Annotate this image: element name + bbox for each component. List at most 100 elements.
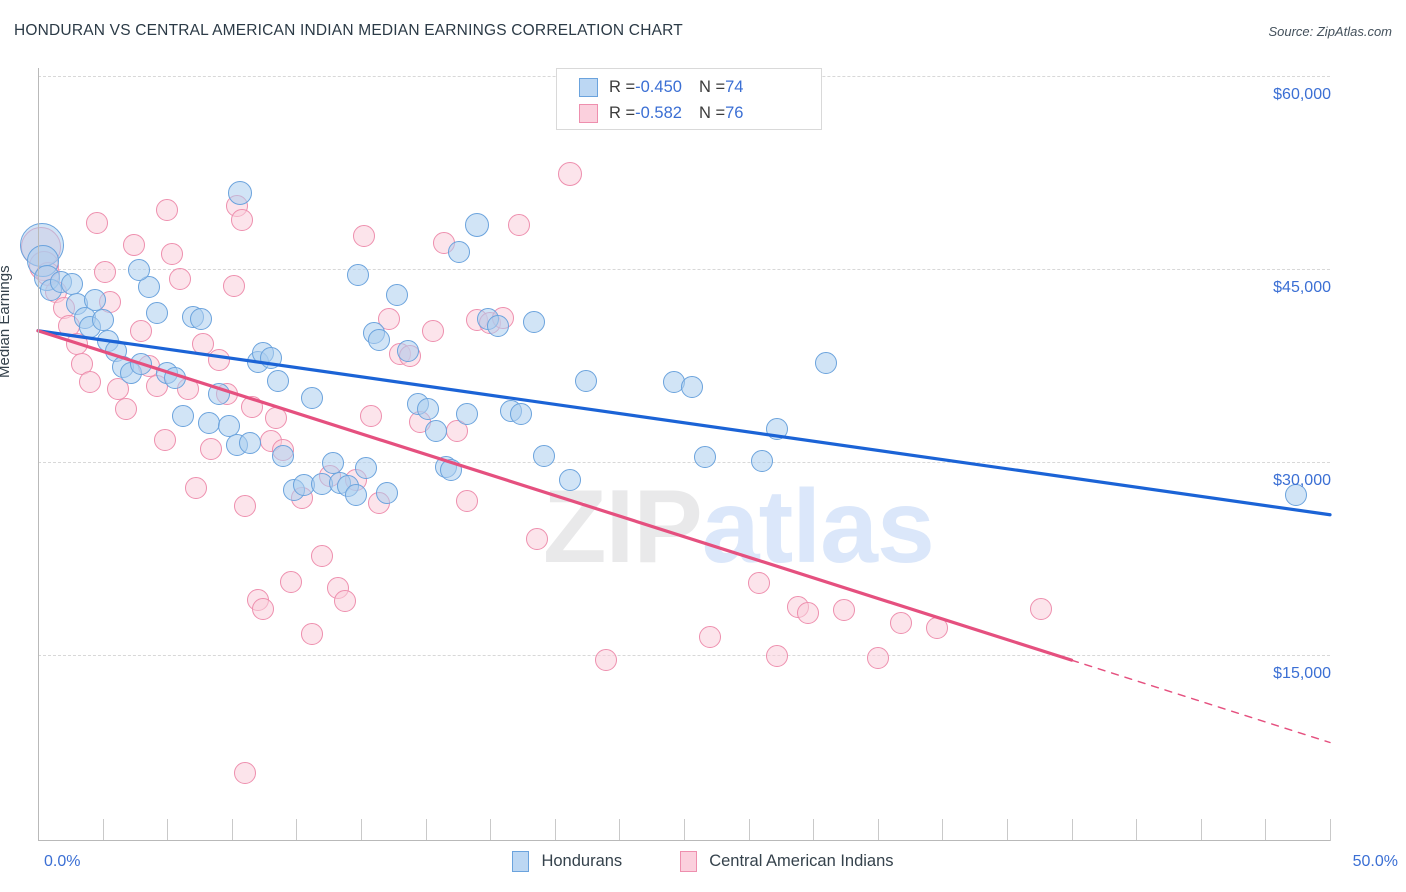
scatter-point <box>267 369 290 392</box>
y-axis-line <box>38 68 39 841</box>
legend-label-hondurans: Hondurans <box>541 852 623 870</box>
scatter-point <box>171 404 194 427</box>
x-tick-12.5 <box>361 819 362 841</box>
scatter-point <box>558 161 583 186</box>
trend-lines-group <box>36 329 1332 744</box>
x-tick-30 <box>813 819 815 841</box>
scatter-point <box>750 449 773 472</box>
x-tick-25 <box>684 819 685 841</box>
legend-item-hondurans[interactable]: Hondurans <box>512 851 622 872</box>
scatter-point <box>698 625 721 648</box>
x-tick-17.5 <box>490 819 492 841</box>
scatter-point <box>386 283 409 306</box>
x-tick-5 <box>167 819 169 841</box>
trend-line-central-american-indians-extrapolated <box>1070 659 1331 744</box>
scatter-point <box>360 404 383 427</box>
scatter-point <box>94 260 117 283</box>
scatter-point <box>145 301 168 324</box>
x-tick-15 <box>425 819 427 841</box>
scatter-point <box>417 398 440 421</box>
y-tick-label-45000: $45,000 <box>1273 279 1331 296</box>
y-tick-label-15000: $15,000 <box>1273 665 1331 682</box>
scatter-point <box>280 570 303 593</box>
scatter-point <box>156 198 179 221</box>
x-tick-22.5 <box>619 819 621 841</box>
stats-swatch-central-american-indians <box>579 103 598 123</box>
stats-n-label-hondurans: N = <box>698 77 726 96</box>
scatter-point <box>680 376 703 399</box>
stats-r-label-central-american-indians: R = <box>609 103 636 122</box>
scatter-point <box>311 544 334 567</box>
scatter-point <box>486 314 509 337</box>
x-tick-27.5 <box>748 819 750 841</box>
scatter-point <box>184 476 207 499</box>
scatter-point <box>227 181 252 206</box>
x-tick-35 <box>942 819 944 841</box>
gridline-45000 <box>38 269 1330 270</box>
scatter-point <box>200 438 223 461</box>
scatter-point <box>465 213 490 238</box>
scatter-point <box>455 403 478 426</box>
scatter-point <box>233 762 256 785</box>
stats-row-central-american-indians: R = -0.582 N = 76 <box>579 100 743 126</box>
plot-area: ZIPatlas $60,000 $45,000 $30,000 $15,000 <box>19 68 1332 841</box>
scatter-point <box>114 398 137 421</box>
stats-r-label-hondurans: R = <box>609 77 636 96</box>
x-tick-50 <box>1330 819 1331 841</box>
x-tick-20 <box>554 819 556 841</box>
scatter-point <box>122 233 145 256</box>
legend-label-central-american-indians: Central American Indians <box>709 852 894 870</box>
legend-swatch-hondurans <box>512 851 530 872</box>
scatter-point <box>1285 484 1308 507</box>
scatter-point <box>78 371 101 394</box>
scatter-point <box>251 597 274 620</box>
x-axis-line <box>38 840 1330 841</box>
scatter-point <box>766 645 789 668</box>
scatter-point <box>344 484 367 507</box>
scatter-point <box>300 623 323 646</box>
scatter-point <box>138 276 161 298</box>
x-tick-42.5 <box>1136 819 1138 841</box>
scatter-point <box>352 224 375 247</box>
scatter-point <box>127 259 150 282</box>
legend-item-central-american-indians[interactable]: Central American Indians <box>680 851 894 872</box>
trend-line-hondurans <box>36 329 1332 517</box>
scatter-point <box>559 469 582 491</box>
scatter-point <box>83 288 106 311</box>
x-tick-10 <box>296 819 298 841</box>
scatter-point <box>866 646 889 669</box>
series-legend: Hondurans Central American Indians <box>0 851 1406 872</box>
scatter-point <box>300 386 323 409</box>
scatter-point <box>161 242 184 265</box>
x-tick-47.5 <box>1265 819 1267 841</box>
page-title: HONDURAN VS CENTRAL AMERICAN INDIAN MEDI… <box>14 22 683 39</box>
scatter-point <box>233 494 256 517</box>
scatter-point <box>595 649 618 672</box>
scatter-point <box>396 340 419 363</box>
source-label: Source: ZipAtlas.com <box>1268 24 1392 39</box>
x-tick-45 <box>1200 819 1202 841</box>
scatter-point <box>533 444 556 467</box>
y-tick-label-30000: $30,000 <box>1273 472 1331 489</box>
scatter-point <box>169 268 192 291</box>
stats-r-value-hondurans: -0.450 <box>635 77 682 96</box>
scatter-point <box>693 445 716 468</box>
scatter-point <box>424 420 447 443</box>
y-axis-title: Median Earnings <box>0 265 13 378</box>
scatter-point <box>223 274 246 297</box>
scatter-point <box>448 241 471 264</box>
scatter-point <box>334 589 357 612</box>
scatter-point <box>507 214 530 237</box>
scatter-point <box>238 431 261 454</box>
scatter-point <box>455 489 478 512</box>
scatter-point <box>510 403 533 426</box>
scatter-point <box>107 377 130 400</box>
trend-line-central-american-indians <box>36 329 1074 662</box>
scatter-point <box>1029 597 1052 620</box>
x-axis-max-label: 50.0% <box>1352 853 1398 870</box>
stats-swatch-hondurans <box>579 77 598 97</box>
gridline-15000 <box>38 655 1330 656</box>
scatter-point <box>378 308 401 331</box>
x-tick-37.5 <box>1007 819 1008 841</box>
scatter-point <box>189 308 212 331</box>
